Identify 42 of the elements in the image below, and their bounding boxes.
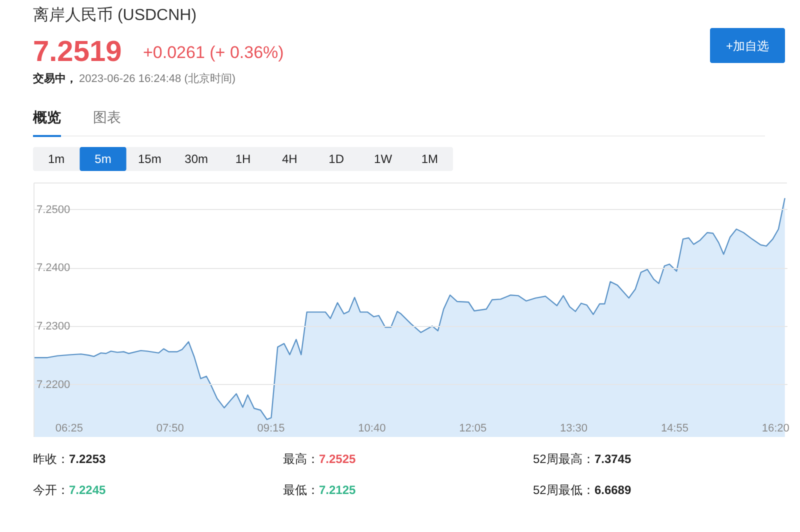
x-tick-label: 16:20	[762, 422, 790, 434]
chart-title: 离岸人民币 (USDCNH)	[33, 6, 197, 24]
text: 7.2519	[33, 36, 122, 68]
text: 1W	[374, 152, 393, 166]
text: +加自选	[726, 39, 770, 53]
text: 交易中，	[32, 72, 77, 85]
text: 图表	[93, 109, 121, 125]
text: 6.6689	[594, 483, 632, 497]
text: 1D	[328, 152, 344, 166]
text: 4H	[282, 152, 298, 166]
x-tick-label: 07:50	[156, 422, 184, 434]
text: 7.2125	[319, 483, 356, 497]
text: 2023-06-26 16:24:48 (北京时间)	[79, 72, 236, 85]
text: 5m	[94, 152, 112, 166]
text: +0.0261 (+ 0.36%)	[143, 43, 284, 62]
text: 最低：	[283, 483, 319, 497]
text: 52周最高：	[533, 452, 594, 466]
text: 昨收：	[33, 452, 69, 466]
text: 1M	[421, 152, 438, 166]
text: 7.2245	[69, 483, 106, 497]
y-tick-label: 7.2500	[36, 204, 70, 216]
x-tick-label: 09:15	[257, 422, 285, 434]
text: 52周最低：	[533, 483, 594, 497]
x-tick-label: 14:55	[660, 422, 688, 434]
y-tick-label: 7.2300	[36, 320, 70, 333]
text: 1m	[48, 152, 65, 166]
x-tick-label: 10:40	[358, 422, 386, 434]
text: 今开：	[33, 483, 69, 497]
text: 1H	[235, 152, 251, 166]
y-tick-label: 7.2200	[36, 378, 70, 391]
text: 最高：	[283, 452, 319, 466]
x-tick-label: 06:25	[55, 422, 83, 434]
text: 7.3745	[594, 452, 632, 466]
x-tick-label: 13:30	[560, 422, 588, 434]
text: 7.2253	[69, 452, 106, 466]
text: 概览	[32, 109, 61, 125]
text: 7.2525	[319, 452, 356, 466]
text: 15m	[138, 152, 162, 166]
y-tick-label: 7.2400	[36, 262, 70, 274]
line-series	[34, 198, 786, 420]
text: 30m	[184, 152, 208, 166]
x-tick-label: 12:05	[459, 422, 487, 434]
